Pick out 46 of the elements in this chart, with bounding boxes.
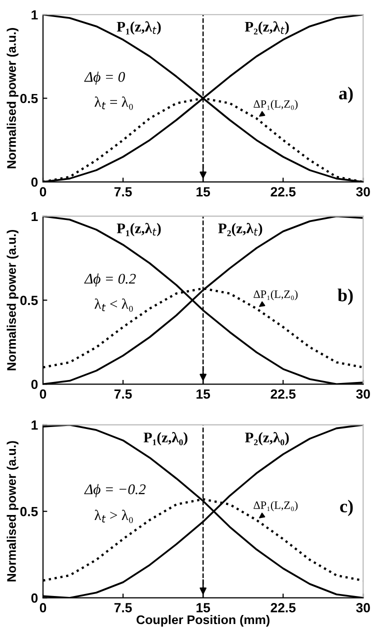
annotation: c) bbox=[340, 500, 353, 516]
y-tick-label: 0.5 bbox=[20, 296, 38, 306]
series-label: P₁(z,λ$_{t}$) bbox=[116, 222, 161, 236]
annotation: Δϕ = 0 bbox=[84, 72, 125, 85]
x-tick-label: 22.5 bbox=[270, 603, 296, 612]
y-tick-label: 1 bbox=[32, 212, 38, 222]
series-label: P₂(z,λ$_{t}$) bbox=[244, 21, 289, 35]
x-tick-label: 22.5 bbox=[270, 187, 296, 196]
series-label: P₁(z,λ₀) bbox=[144, 432, 188, 446]
x-tick-label: 30 bbox=[356, 603, 370, 612]
x-tick-label: 0 bbox=[40, 187, 46, 196]
annotation: b) bbox=[338, 288, 353, 306]
x-tick-label: 22.5 bbox=[270, 389, 296, 399]
series-label: P₁(z,λ$_{t}$) bbox=[116, 21, 161, 35]
y-tick-label: 1 bbox=[32, 420, 38, 430]
x-tick-label: 15 bbox=[196, 603, 210, 612]
series-label: ΔP₁(L,Z₀) bbox=[254, 290, 298, 300]
x-tick-label: 30 bbox=[356, 187, 370, 196]
annotation: λ$_{t}$ < λ₀ bbox=[94, 298, 133, 312]
x-tick-label: 0 bbox=[40, 603, 46, 612]
x-axis-title: Coupler Position (mm) bbox=[136, 615, 270, 627]
y-tick-label: 0 bbox=[31, 593, 38, 603]
y-tick-label: 0.5 bbox=[20, 94, 38, 104]
annotation: Δϕ = −0.2 bbox=[84, 484, 146, 498]
y-tick-label: 1 bbox=[32, 10, 38, 20]
x-tick-label: 15 bbox=[196, 187, 210, 196]
annotation: λ$_{t}$ = λ₀ bbox=[94, 96, 133, 110]
y-tick-label: 0.5 bbox=[20, 506, 38, 516]
y-axis-title: Normalised power (a.u.) bbox=[6, 230, 18, 370]
annotation: a) bbox=[339, 86, 353, 104]
x-tick-label: 7.5 bbox=[114, 187, 132, 196]
x-tick-label: 15 bbox=[196, 389, 210, 399]
series-label: P₂(z,λ₀) bbox=[245, 432, 289, 446]
x-tick-label: 30 bbox=[356, 389, 370, 399]
annotation: λ$_{t}$ > λ₀ bbox=[94, 510, 133, 524]
x-tick-label: 7.5 bbox=[114, 389, 132, 399]
y-tick-label: 0 bbox=[31, 380, 38, 390]
x-tick-label: 7.5 bbox=[114, 603, 132, 612]
y-axis-title: Normalised power (a.u.) bbox=[6, 28, 18, 168]
series-label: P₂(z,λ$_{t}$) bbox=[218, 222, 262, 236]
y-tick-label: 0 bbox=[31, 177, 38, 187]
series-label: ΔP₁(L,Z₀) bbox=[254, 501, 298, 512]
annotation: Δϕ = 0.2 bbox=[84, 273, 136, 287]
x-tick-label: 0 bbox=[40, 389, 46, 399]
y-axis-title: Normalised power (a.u.) bbox=[6, 441, 18, 582]
series-label: ΔP₁(L,Z₀) bbox=[254, 100, 298, 110]
